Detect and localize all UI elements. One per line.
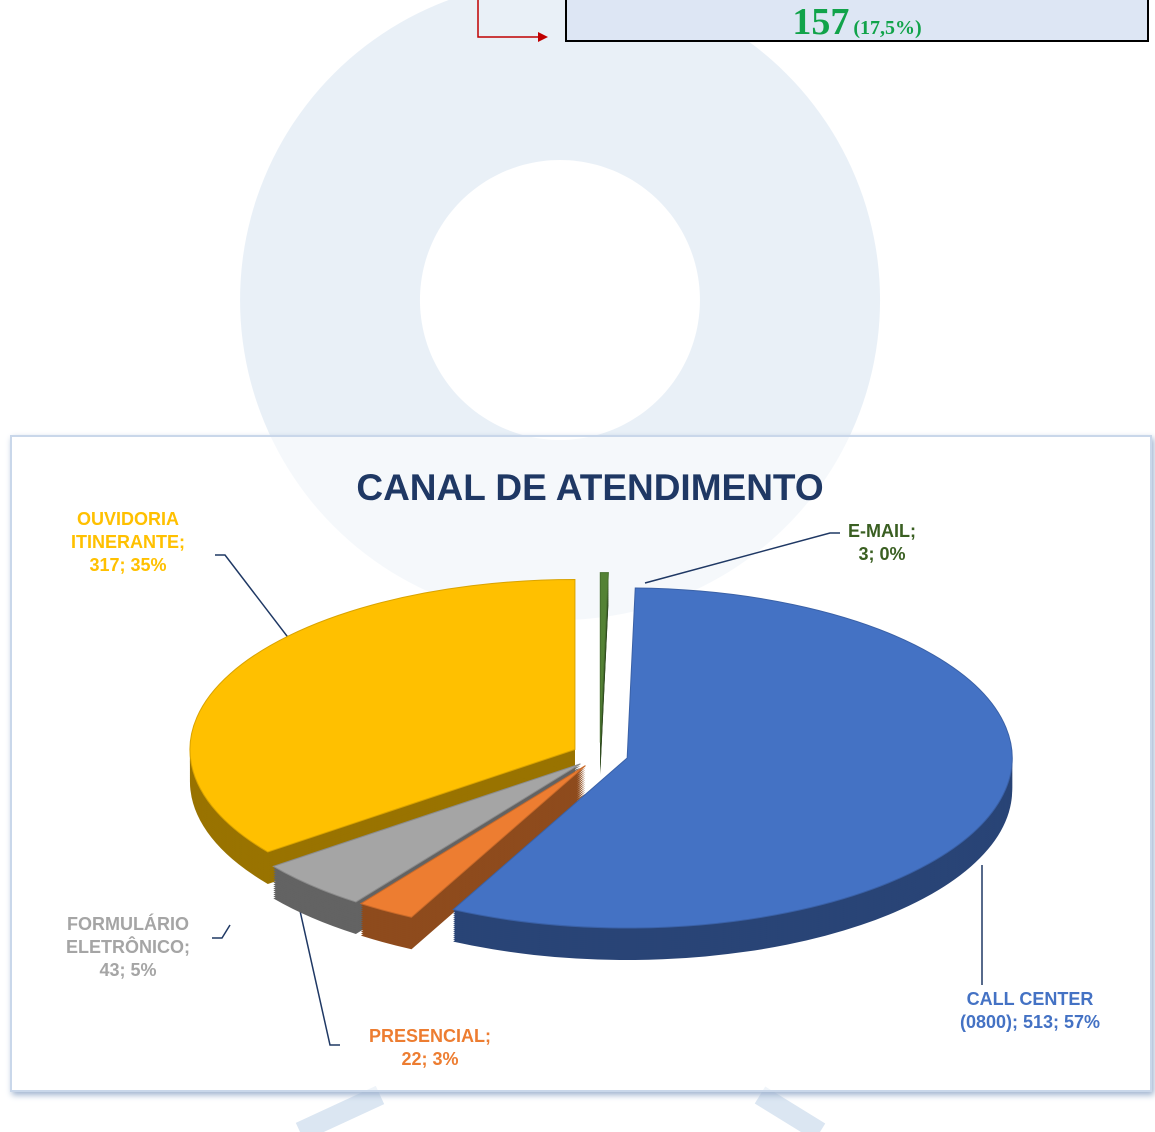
leader-line xyxy=(644,532,840,584)
watermark-legs xyxy=(295,1085,826,1132)
callout-detail: (17,5%) xyxy=(853,17,922,39)
callout-value: 157 xyxy=(792,1,850,43)
data-label: OUVIDORIA ITINERANTE; 317; 35% xyxy=(71,509,185,575)
arrow xyxy=(477,0,540,38)
leader-line xyxy=(215,554,291,641)
chart-title: CANAL DE ATENDIMENTO xyxy=(356,467,823,508)
arrow-head xyxy=(538,32,548,42)
pie-slice xyxy=(189,578,576,853)
data-label: PRESENCIAL; 22; 3% xyxy=(368,1026,491,1069)
pie-slice xyxy=(359,765,586,918)
callout-box: 157 (17,5%) xyxy=(565,0,1149,43)
pie-slice xyxy=(272,763,581,903)
leader-line xyxy=(212,924,231,939)
leader-line xyxy=(291,874,340,1046)
pie-slice xyxy=(599,572,609,743)
leader-lines xyxy=(212,532,983,1046)
data-label: FORMULÁRIO ELETRÔNICO; 43; 5% xyxy=(66,914,190,980)
data-label: E-MAIL; 3; 0% xyxy=(848,521,916,564)
data-label: CALL CENTER (0800); 513; 57% xyxy=(959,989,1101,1032)
pie-slice xyxy=(452,587,1013,929)
